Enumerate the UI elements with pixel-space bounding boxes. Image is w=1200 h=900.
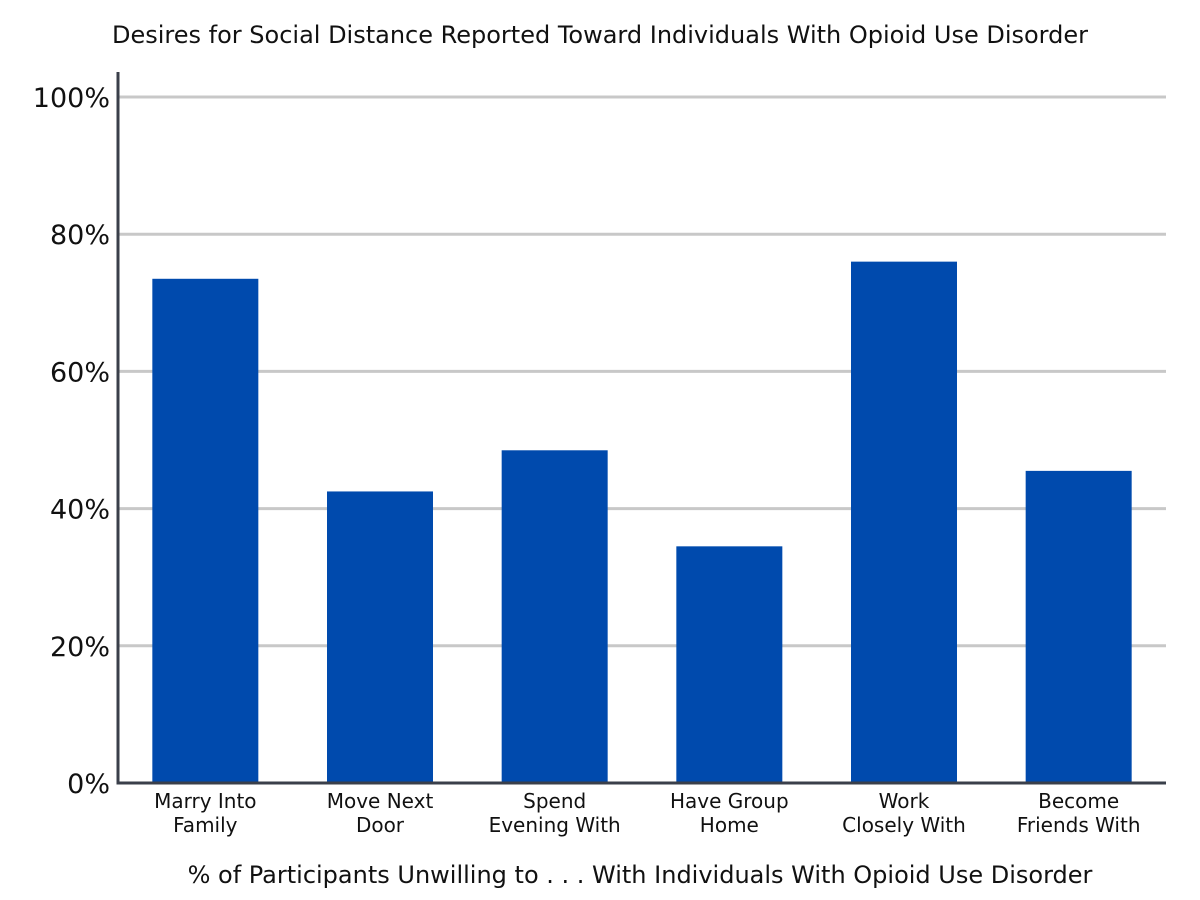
- y-tick-label: 0%: [67, 769, 110, 800]
- x-tick-label: Home: [700, 813, 759, 837]
- x-tick-label: Door: [356, 813, 405, 837]
- y-tick-label: 40%: [50, 495, 110, 526]
- y-tick-label: 100%: [33, 83, 110, 114]
- x-tick-label: Family: [173, 813, 238, 837]
- bar: [1025, 470, 1132, 783]
- bars: [152, 261, 1132, 783]
- bar: [327, 491, 433, 783]
- bar: [152, 278, 259, 783]
- chart-title: Desires for Social Distance Reported Tow…: [112, 21, 1088, 49]
- y-tick-label: 60%: [50, 357, 110, 388]
- x-tick-label: Work: [879, 789, 930, 813]
- x-tick-label: Marry Into: [154, 789, 256, 813]
- x-tick-label: Closely With: [842, 813, 966, 837]
- x-tick-label: Spend: [523, 789, 586, 813]
- x-axis-label: % of Participants Unwilling to . . . Wit…: [188, 861, 1093, 889]
- y-tick-labels: 0% 20% 40% 60% 80% 100%: [33, 83, 110, 800]
- bar: [851, 261, 957, 783]
- x-tick-label: Evening With: [489, 813, 621, 837]
- y-tick-label: 20%: [50, 632, 110, 663]
- bar: [676, 546, 783, 783]
- x-tick-label: Have Group: [670, 789, 789, 813]
- bar: [501, 450, 608, 783]
- y-tick-label: 80%: [50, 220, 110, 251]
- gridlines: [118, 95, 1166, 648]
- x-tick-label: Become: [1038, 789, 1119, 813]
- axes: [116, 72, 1166, 785]
- x-tick-label: Friends With: [1017, 813, 1141, 837]
- x-tick-label: Move Next: [327, 789, 434, 813]
